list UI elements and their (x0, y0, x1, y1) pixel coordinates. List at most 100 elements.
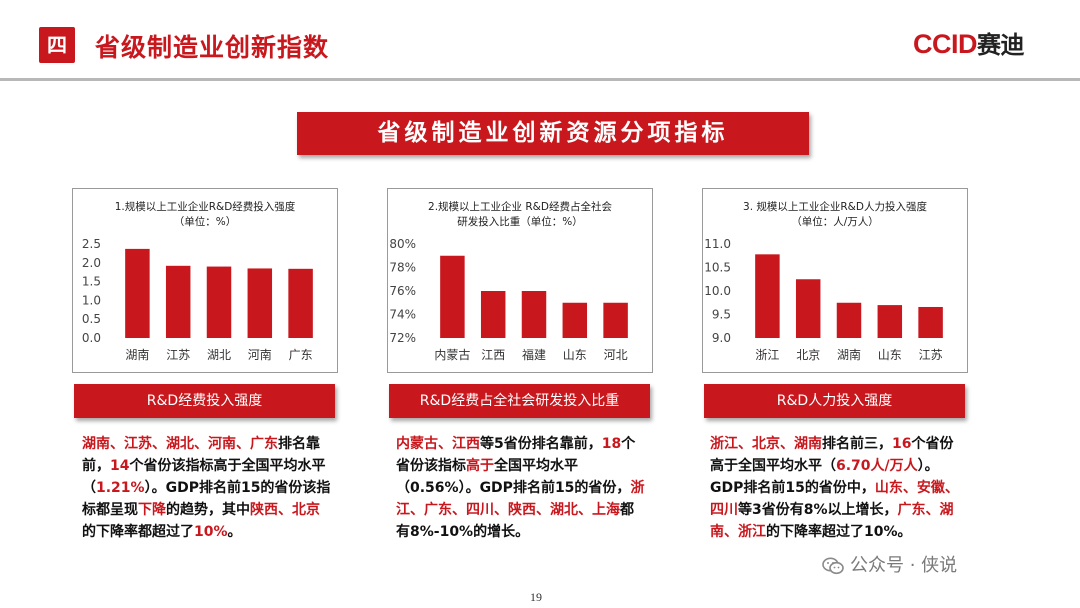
bar-山东 (877, 305, 903, 338)
bar-江苏 (918, 306, 943, 338)
y-tick-label: 74% (389, 308, 416, 322)
x-category-label: 北京 (796, 348, 820, 362)
bar-北京 (795, 279, 821, 338)
x-category-label: 江西 (481, 348, 505, 362)
description-text: 等3省份有8%以上增长， (738, 502, 898, 518)
chart-rd-share-of-society: 2.规模以上工业企业 R&D经费占全社会研发投入比重（单位：%） 72% 74% 76… (389, 200, 628, 362)
wechat-icon (822, 557, 844, 575)
highlight-text: 6.70人/万人 (836, 458, 918, 474)
x-category-label: 河南 (248, 347, 272, 362)
bar-山东 (562, 302, 588, 338)
description-text: ）。GDP排名前15的省份中， (710, 458, 939, 496)
panel-label-3: R&D人力投入强度 (704, 384, 965, 418)
highlight-text: 高于 (466, 458, 494, 474)
highlight-text: 浙江、北京、湖南 (710, 436, 822, 452)
y-tick-label: 1.5 (82, 275, 101, 289)
y-tick-label: 76% (389, 284, 416, 298)
bar-河南 (247, 268, 273, 338)
section-number-badge: 四 (39, 27, 75, 63)
bar-内蒙古 (440, 255, 465, 338)
bar-江苏 (165, 265, 191, 338)
description-text: ）。GDP排名前15的省份该指标都呈现 (82, 480, 331, 518)
highlight-text: 陕西、北京 (250, 502, 320, 518)
y-tick-label: 11.0 (704, 237, 731, 251)
x-category-label: 江苏 (919, 348, 943, 362)
panel-label-1: R&D经费投入强度 (74, 384, 335, 418)
description-text: 个省份该指标 (396, 436, 636, 474)
page-number: 19 (530, 590, 542, 604)
chart-panel-1: 1.规模以上工业企业R&D经费投入强度 （单位：%） 0.0 0.5 1.0 1.5 2.0… (72, 188, 338, 373)
description-text: 个省份该指标高于全国平均水平（ (82, 458, 326, 496)
highlight-text: 浙江、广东、四川、陕西、湖北、上海 (396, 480, 645, 518)
x-category-label: 福建 (522, 347, 546, 362)
x-category-label: 内蒙古 (434, 347, 470, 362)
y-tick-label: 80% (389, 237, 416, 251)
chart-panel-3: 3. 规模以上工业企业R&D人力投入强度 （单位：人/万人） 9.0 9.5 10.0 1… (702, 188, 968, 373)
y-tick-label: 0.5 (82, 312, 101, 326)
description-text: 个省份高于全国平均水平（ (710, 436, 954, 474)
y-tick-label: 2.5 (82, 237, 101, 251)
highlight-text: 16 (892, 436, 912, 452)
bar-河北 (603, 302, 628, 338)
y-tick-label: 2.0 (82, 256, 101, 270)
highlight-text: 山东、安徽、四川 (710, 480, 959, 518)
description-text: 。 (227, 524, 242, 540)
y-tick-label: 10.0 (704, 284, 731, 298)
bar-浙江 (755, 254, 780, 338)
chart-title: 1.规模以上工业企业R&D经费投入强度 (115, 200, 296, 213)
bar-湖南 (836, 302, 862, 338)
highlight-text: 广东、湖南、浙江 (710, 502, 954, 540)
y-tick-label: 72% (389, 331, 416, 345)
panel-label-2: R&D经费占全社会研发投入比重 (389, 384, 650, 418)
bar-广东 (288, 268, 313, 338)
highlight-text: 10% (194, 524, 228, 540)
y-tick-label: 1.0 (82, 293, 101, 307)
y-tick-label: 9.5 (712, 308, 731, 322)
x-category-label: 江苏 (166, 348, 190, 362)
description-text: 的下降率都超过了 (82, 524, 194, 540)
x-category-label: 山东 (563, 348, 587, 362)
highlight-text: 下降 (138, 502, 166, 518)
x-category-label: 广东 (289, 348, 313, 362)
panel-description-2: 内蒙古、江西等5省份排名靠前，18个省份该指标高于全国平均水平（0.56%）。G… (396, 433, 646, 543)
bar-江西 (480, 291, 506, 338)
x-category-label: 湖南 (837, 347, 861, 362)
y-tick-label: 10.5 (704, 261, 731, 275)
chart-rd-manpower-intensity: 3. 规模以上工业企业R&D人力投入强度 （单位：人/万人） 9.0 9.5 10.0 1… (704, 200, 943, 362)
y-tick-label: 9.0 (712, 331, 731, 345)
y-tick-label: 78% (389, 261, 416, 275)
x-category-label: 湖南 (125, 347, 149, 362)
chart-rd-expenditure-intensity: 1.规模以上工业企业R&D经费投入强度 （单位：%） 0.0 0.5 1.0 1.5 2.0… (82, 200, 313, 362)
chart-title: 3. 规模以上工业企业R&D人力投入强度 (743, 200, 927, 213)
chart-title: （单位：人/万人） (791, 215, 879, 228)
highlight-text: 1.21% (96, 480, 145, 496)
chart-panel-2: 2.规模以上工业企业 R&D经费占全社会 研发投入比重（单位：%） 72% 74% 76… (387, 188, 653, 373)
x-category-label: 山东 (878, 348, 902, 362)
description-text: 的趋势，其中 (166, 502, 250, 518)
header-divider (0, 78, 1080, 81)
y-tick-label: 0.0 (82, 331, 101, 345)
x-category-label: 浙江 (755, 348, 779, 362)
section-banner: 省级制造业创新资源分项指标 (297, 112, 809, 155)
description-text: 等5省份排名靠前， (480, 436, 602, 452)
panel-description-3: 浙江、北京、湖南排名前三，16个省份高于全国平均水平（6.70人/万人）。GDP… (710, 433, 962, 543)
description-text: 全国平均水平（0.56%）。GDP排名前15的省份， (396, 458, 631, 496)
description-text: 排名前三， (822, 436, 892, 452)
description-text: 的下降率超过了10%。 (766, 524, 912, 540)
panel-description-1: 湖南、江苏、湖北、河南、广东排名靠前，14个省份该指标高于全国平均水平（1.21… (82, 433, 332, 543)
highlight-text: 湖南、江苏、湖北、河南、广东 (82, 436, 278, 452)
description-text: 排名靠前， (82, 436, 320, 474)
bar-福建 (521, 291, 547, 338)
ccid-logo: CCID赛迪 (913, 29, 1025, 59)
bar-湖北 (206, 266, 232, 338)
x-category-label: 湖北 (207, 347, 231, 362)
x-category-label: 河北 (604, 348, 628, 362)
chart-title: （单位：%） (174, 215, 236, 228)
page-title: 省级制造业创新指数 (95, 33, 330, 62)
chart-title: 研发投入比重（单位：%） (457, 215, 582, 228)
highlight-text: 18 (601, 436, 622, 452)
highlight-text: 内蒙古、江西 (396, 436, 480, 452)
chart-title: 2.规模以上工业企业 R&D经费占全社会 (428, 200, 612, 213)
watermark: 公众号 · 侠说 (822, 551, 957, 577)
description-text: 都有8%-10%的增长。 (396, 502, 634, 540)
